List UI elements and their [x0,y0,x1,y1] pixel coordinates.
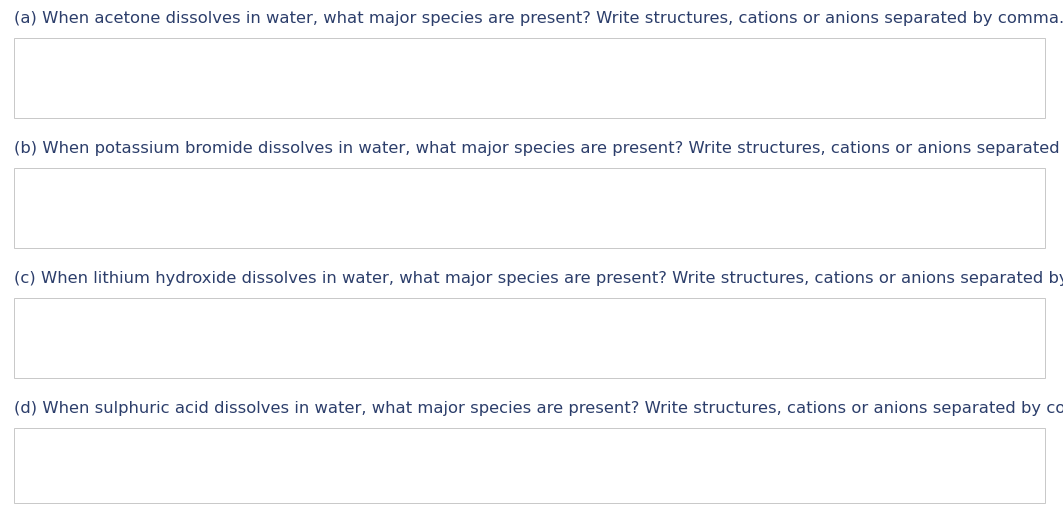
Text: (c) When lithium hydroxide dissolves in water, what major species are present? W: (c) When lithium hydroxide dissolves in … [14,271,1063,287]
FancyBboxPatch shape [14,168,1045,248]
FancyBboxPatch shape [14,428,1045,503]
FancyBboxPatch shape [14,38,1045,118]
Text: (b) When potassium bromide dissolves in water, what major species are present? W: (b) When potassium bromide dissolves in … [14,142,1063,156]
Text: (d) When sulphuric acid dissolves in water, what major species are present? Writ: (d) When sulphuric acid dissolves in wat… [14,402,1063,417]
FancyBboxPatch shape [14,298,1045,378]
Text: (a) When acetone dissolves in water, what major species are present? Write struc: (a) When acetone dissolves in water, wha… [14,12,1063,26]
